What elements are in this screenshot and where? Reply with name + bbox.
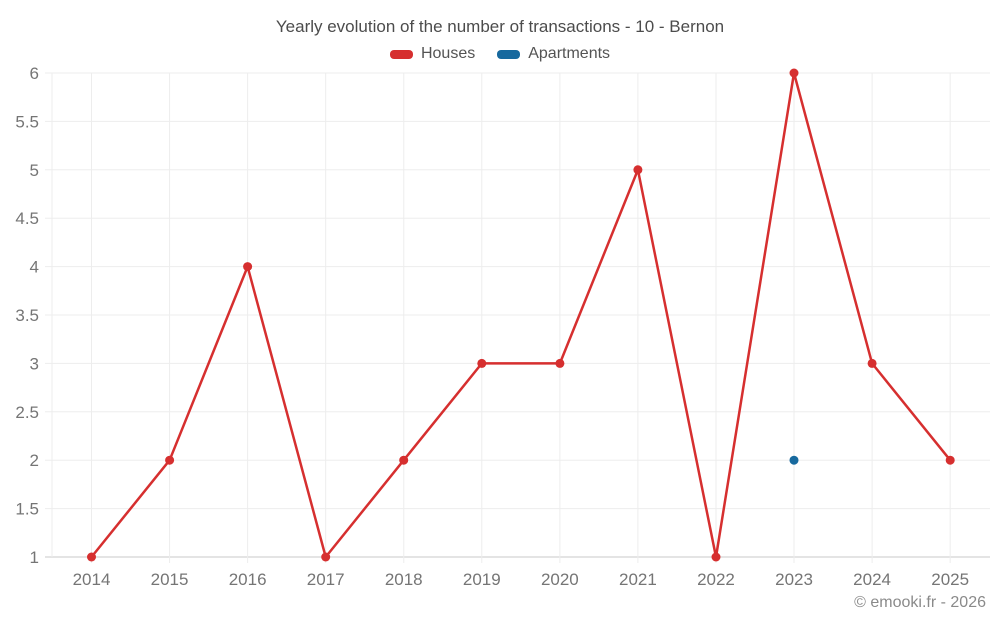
x-tick-label: 2021 xyxy=(619,570,657,589)
y-tick-label: 5.5 xyxy=(15,112,39,131)
y-tick-label: 4 xyxy=(30,258,39,277)
houses-data-point[interactable] xyxy=(711,552,721,562)
y-tick-label: 1 xyxy=(30,548,39,567)
legend-label-houses: Houses xyxy=(420,45,476,62)
y-tick-label: 2 xyxy=(30,451,39,470)
x-tick-label: 2023 xyxy=(775,570,813,589)
houses-line xyxy=(90,71,952,559)
x-tick-label: 2015 xyxy=(151,570,189,589)
y-tick-label: 3 xyxy=(30,354,39,373)
x-tick-label: 2025 xyxy=(931,570,969,589)
houses-data-point[interactable] xyxy=(165,455,175,465)
x-tick-label: 2022 xyxy=(697,570,735,589)
x-tick-label: 2014 xyxy=(73,570,111,589)
houses-data-point[interactable] xyxy=(477,358,487,368)
y-tick-label: 2.5 xyxy=(15,403,39,422)
houses-data-point[interactable] xyxy=(633,165,643,175)
apartments-data-point[interactable] xyxy=(789,455,799,465)
houses-data-point[interactable] xyxy=(555,358,565,368)
chart-title: Yearly evolution of the number of transa… xyxy=(275,17,725,36)
y-tick-label: 1.5 xyxy=(15,500,39,519)
y-tick-label: 5 xyxy=(30,161,39,180)
x-tick-label: 2018 xyxy=(385,570,423,589)
x-tick-label: 2024 xyxy=(853,570,891,589)
houses-legend-swatch-icon xyxy=(389,49,413,59)
houses-data-point[interactable] xyxy=(243,262,253,272)
y-tick-label: 6 xyxy=(30,64,39,83)
x-tick-label: 2017 xyxy=(307,570,345,589)
houses-data-point[interactable] xyxy=(87,552,96,562)
houses-data-point[interactable] xyxy=(789,68,799,78)
x-tick-label: 2016 xyxy=(229,570,267,589)
legend-item-houses[interactable]: Houses xyxy=(389,45,476,63)
legend-label-apartments: Apartments xyxy=(528,45,611,62)
y-tick-label: 3.5 xyxy=(15,306,39,325)
copyright-footer: © emooki.fr - 2026 xyxy=(854,594,986,611)
legend-item-apartments[interactable]: Apartments xyxy=(497,45,610,63)
houses-data-point[interactable] xyxy=(867,358,877,368)
apartments-legend-swatch-icon xyxy=(497,49,521,59)
houses-data-point[interactable] xyxy=(945,455,955,465)
x-tick-label: 2019 xyxy=(463,570,501,589)
x-tick-label: 2020 xyxy=(541,570,579,589)
houses-data-point[interactable] xyxy=(399,455,409,465)
y-tick-label: 4.5 xyxy=(15,209,39,228)
chart-legend: Houses Apartments xyxy=(0,45,1000,63)
houses-data-point[interactable] xyxy=(321,552,331,562)
